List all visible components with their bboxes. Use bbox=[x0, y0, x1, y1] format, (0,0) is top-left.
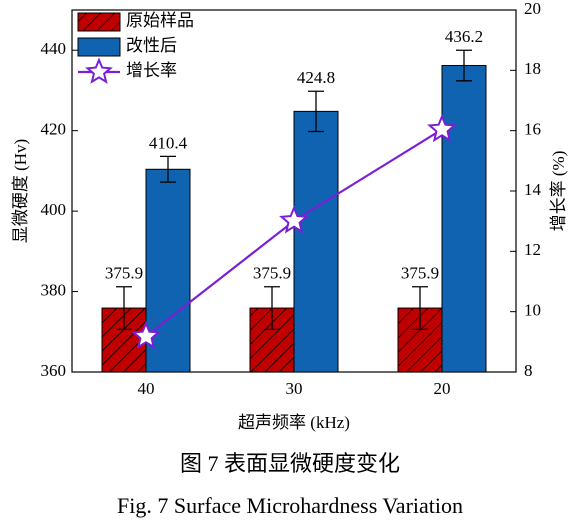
y2-tick-label: 18 bbox=[524, 59, 541, 78]
bar bbox=[441, 65, 487, 373]
error-bar bbox=[308, 90, 324, 133]
x-tick-label: 40 bbox=[138, 379, 155, 398]
value-label: 436.2 bbox=[445, 27, 483, 46]
marker bbox=[131, 320, 161, 349]
error-bar bbox=[456, 49, 472, 82]
error-bar bbox=[412, 286, 428, 331]
caption-en: Fig. 7 Surface Microhardness Variation bbox=[117, 493, 463, 518]
value-label: 375.9 bbox=[401, 264, 439, 283]
legend-swatch bbox=[77, 12, 121, 32]
value-label: 375.9 bbox=[105, 264, 143, 283]
y2-tick-label: 8 bbox=[524, 361, 533, 380]
x-axis-label: 超声频率 (kHz) bbox=[238, 413, 350, 432]
y2-tick-label: 10 bbox=[524, 301, 541, 320]
value-label: 375.9 bbox=[253, 264, 291, 283]
x-tick-label: 30 bbox=[286, 379, 303, 398]
legend-label: 增长率 bbox=[126, 61, 177, 80]
marker bbox=[427, 113, 457, 143]
x-tick-label: 20 bbox=[434, 379, 451, 398]
y-tick-label: 420 bbox=[41, 120, 67, 139]
caption-cn: 图 7 表面显微硬度变化 bbox=[180, 451, 400, 476]
y2-tick-label: 20 bbox=[524, 0, 541, 18]
y2-tick-label: 12 bbox=[524, 240, 541, 259]
bar bbox=[293, 110, 339, 373]
value-label: 424.8 bbox=[297, 68, 335, 87]
y2-axis-label: 增长率 (%) bbox=[549, 151, 568, 232]
error-bar bbox=[116, 286, 132, 331]
legend-label: 原始样品 bbox=[126, 11, 194, 30]
error-bar bbox=[160, 155, 176, 183]
y-tick-label: 380 bbox=[41, 280, 67, 299]
y-tick-label: 400 bbox=[41, 200, 67, 219]
y2-tick-label: 14 bbox=[524, 180, 542, 199]
bar bbox=[145, 168, 191, 373]
legend-label: 改性后 bbox=[126, 36, 177, 55]
y2-tick-label: 16 bbox=[524, 120, 541, 139]
y-tick-label: 360 bbox=[41, 361, 67, 380]
legend-swatch bbox=[77, 37, 121, 57]
y-tick-label: 440 bbox=[41, 39, 67, 58]
marker bbox=[279, 205, 309, 234]
y-axis-label: 显微硬度 (Hv) bbox=[11, 139, 30, 243]
value-label: 410.4 bbox=[149, 133, 188, 152]
legend-marker bbox=[85, 57, 113, 84]
error-bar bbox=[264, 286, 280, 331]
